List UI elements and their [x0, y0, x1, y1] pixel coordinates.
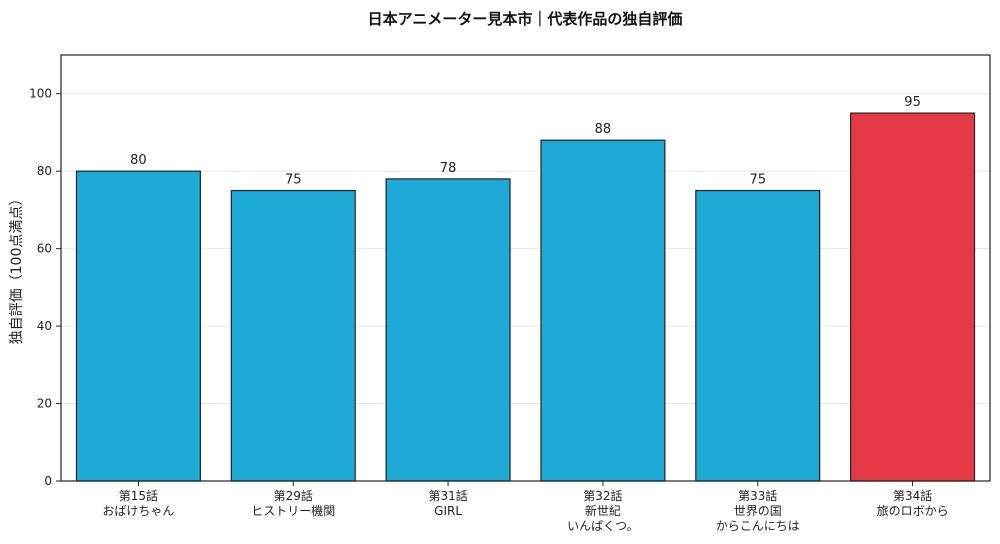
- x-tick-label: 第34話: [893, 488, 932, 503]
- bar: [695, 189, 821, 482]
- y-tick-label: 100: [29, 87, 52, 101]
- y-tick-label: 60: [37, 242, 52, 256]
- bar: [75, 170, 201, 482]
- y-tick-label: 0: [44, 474, 52, 488]
- x-tick-label: GIRL: [434, 504, 462, 518]
- data-label: 95: [904, 95, 921, 110]
- x-tick-label: 第33話: [738, 488, 777, 503]
- bar: [540, 139, 666, 482]
- data-label: 80: [130, 153, 147, 168]
- y-axis-ticks: 0 20 40 60 80 100: [29, 87, 61, 488]
- x-tick-label: 第29話: [274, 488, 313, 503]
- value-labels: 80 75 78 88 75 95: [130, 95, 921, 187]
- x-tick-label: 新世紀: [585, 503, 621, 518]
- x-tick-label: いんぱくつ。: [567, 519, 639, 533]
- chart-title: 日本アニメーター見本市｜代表作品の独自評価: [368, 10, 683, 28]
- bars: [75, 112, 976, 482]
- bar-highlighted: [850, 112, 976, 482]
- y-axis-title: 独自評価（100点満点）: [9, 192, 25, 345]
- bar: [230, 189, 356, 482]
- x-tick-label: おばけちゃん: [102, 504, 174, 518]
- x-tick-label: 第15話: [119, 488, 158, 503]
- data-label: 78: [440, 161, 457, 176]
- bar: [385, 178, 511, 482]
- y-tick-label: 80: [37, 164, 52, 178]
- data-label: 75: [749, 173, 766, 188]
- grid-lines: [61, 93, 990, 405]
- data-label: 75: [285, 173, 302, 188]
- plot-frame: [60, 54, 991, 482]
- y-tick-label: 20: [37, 397, 52, 411]
- x-tick-label: 旅のロボから: [877, 504, 949, 518]
- x-tick-label: 第31話: [428, 488, 467, 503]
- x-tick-label: からこんにちは: [716, 519, 800, 533]
- x-tick-label: 第32話: [583, 488, 622, 503]
- data-label: 88: [595, 122, 612, 137]
- x-tick-label: ヒストリー機関: [251, 503, 335, 518]
- y-tick-label: 40: [37, 319, 52, 333]
- x-tick-label: 世界の国: [734, 504, 782, 518]
